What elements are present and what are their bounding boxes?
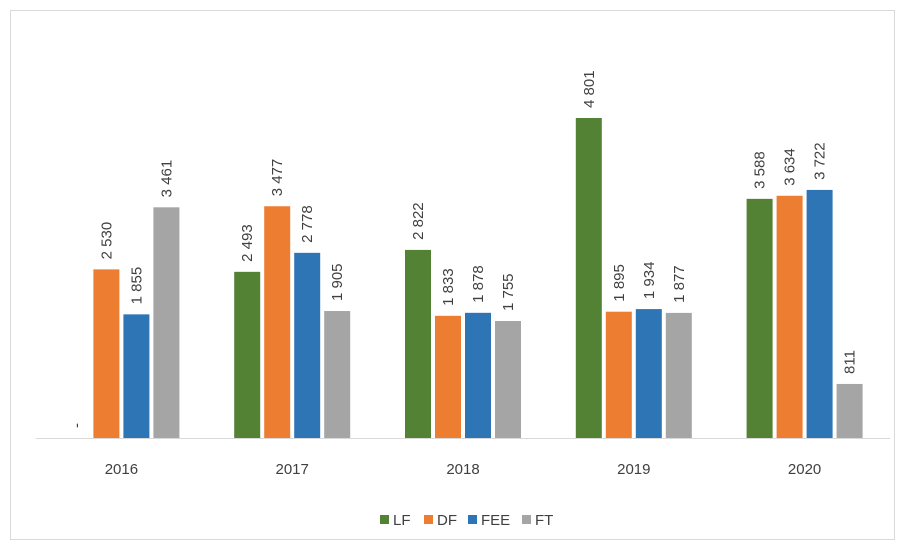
value-label: 3 477 xyxy=(269,159,286,197)
value-label: 4 801 xyxy=(581,70,598,108)
bar xyxy=(746,198,773,438)
bar xyxy=(836,383,863,438)
bar xyxy=(806,189,833,438)
value-label: 1 878 xyxy=(470,265,487,303)
x-tick-label: 2020 xyxy=(788,461,821,478)
value-label: 1 895 xyxy=(611,264,628,302)
value-label: 1 877 xyxy=(671,265,688,303)
legend-label: DF xyxy=(437,512,457,529)
bar xyxy=(605,311,632,438)
value-label: - xyxy=(68,423,85,428)
x-tick-label: 2018 xyxy=(446,461,479,478)
bar xyxy=(294,252,321,438)
legend-swatch xyxy=(522,515,531,524)
bar xyxy=(776,195,803,438)
bar xyxy=(635,309,662,438)
x-tick-label: 2019 xyxy=(617,461,650,478)
value-label: 2 530 xyxy=(98,222,115,260)
x-tick-label: 2017 xyxy=(276,461,309,478)
bar xyxy=(153,207,180,438)
value-label: 2 778 xyxy=(299,205,316,243)
legend-swatch xyxy=(468,515,477,524)
legend-label: FT xyxy=(535,512,553,529)
legend-label: LF xyxy=(393,512,411,529)
legend-swatch xyxy=(380,515,389,524)
bar xyxy=(435,315,461,438)
bar xyxy=(575,118,602,438)
value-label: 3 634 xyxy=(782,148,799,186)
value-label: 3 722 xyxy=(812,142,829,180)
bar xyxy=(123,314,150,438)
legend-swatch xyxy=(424,515,433,524)
value-label: 3 461 xyxy=(158,160,175,198)
x-tick-label: 2016 xyxy=(105,461,138,478)
bar xyxy=(234,271,261,438)
value-label: 3 588 xyxy=(752,151,769,189)
value-label: 1 855 xyxy=(128,267,145,305)
value-label: 1 755 xyxy=(500,273,517,311)
bar xyxy=(665,312,692,438)
value-label: 811 xyxy=(842,350,859,374)
bar xyxy=(465,312,491,438)
bar xyxy=(93,269,120,438)
value-label: 2 493 xyxy=(239,224,256,262)
value-label: 2 822 xyxy=(410,202,427,240)
bar xyxy=(405,249,431,438)
value-label: 1 905 xyxy=(329,263,346,301)
value-label: 1 833 xyxy=(440,268,457,306)
value-label: 1 934 xyxy=(641,262,658,300)
bar xyxy=(324,311,351,438)
bar xyxy=(264,206,291,438)
legend-label: FEE xyxy=(481,512,510,529)
bar xyxy=(495,321,521,438)
